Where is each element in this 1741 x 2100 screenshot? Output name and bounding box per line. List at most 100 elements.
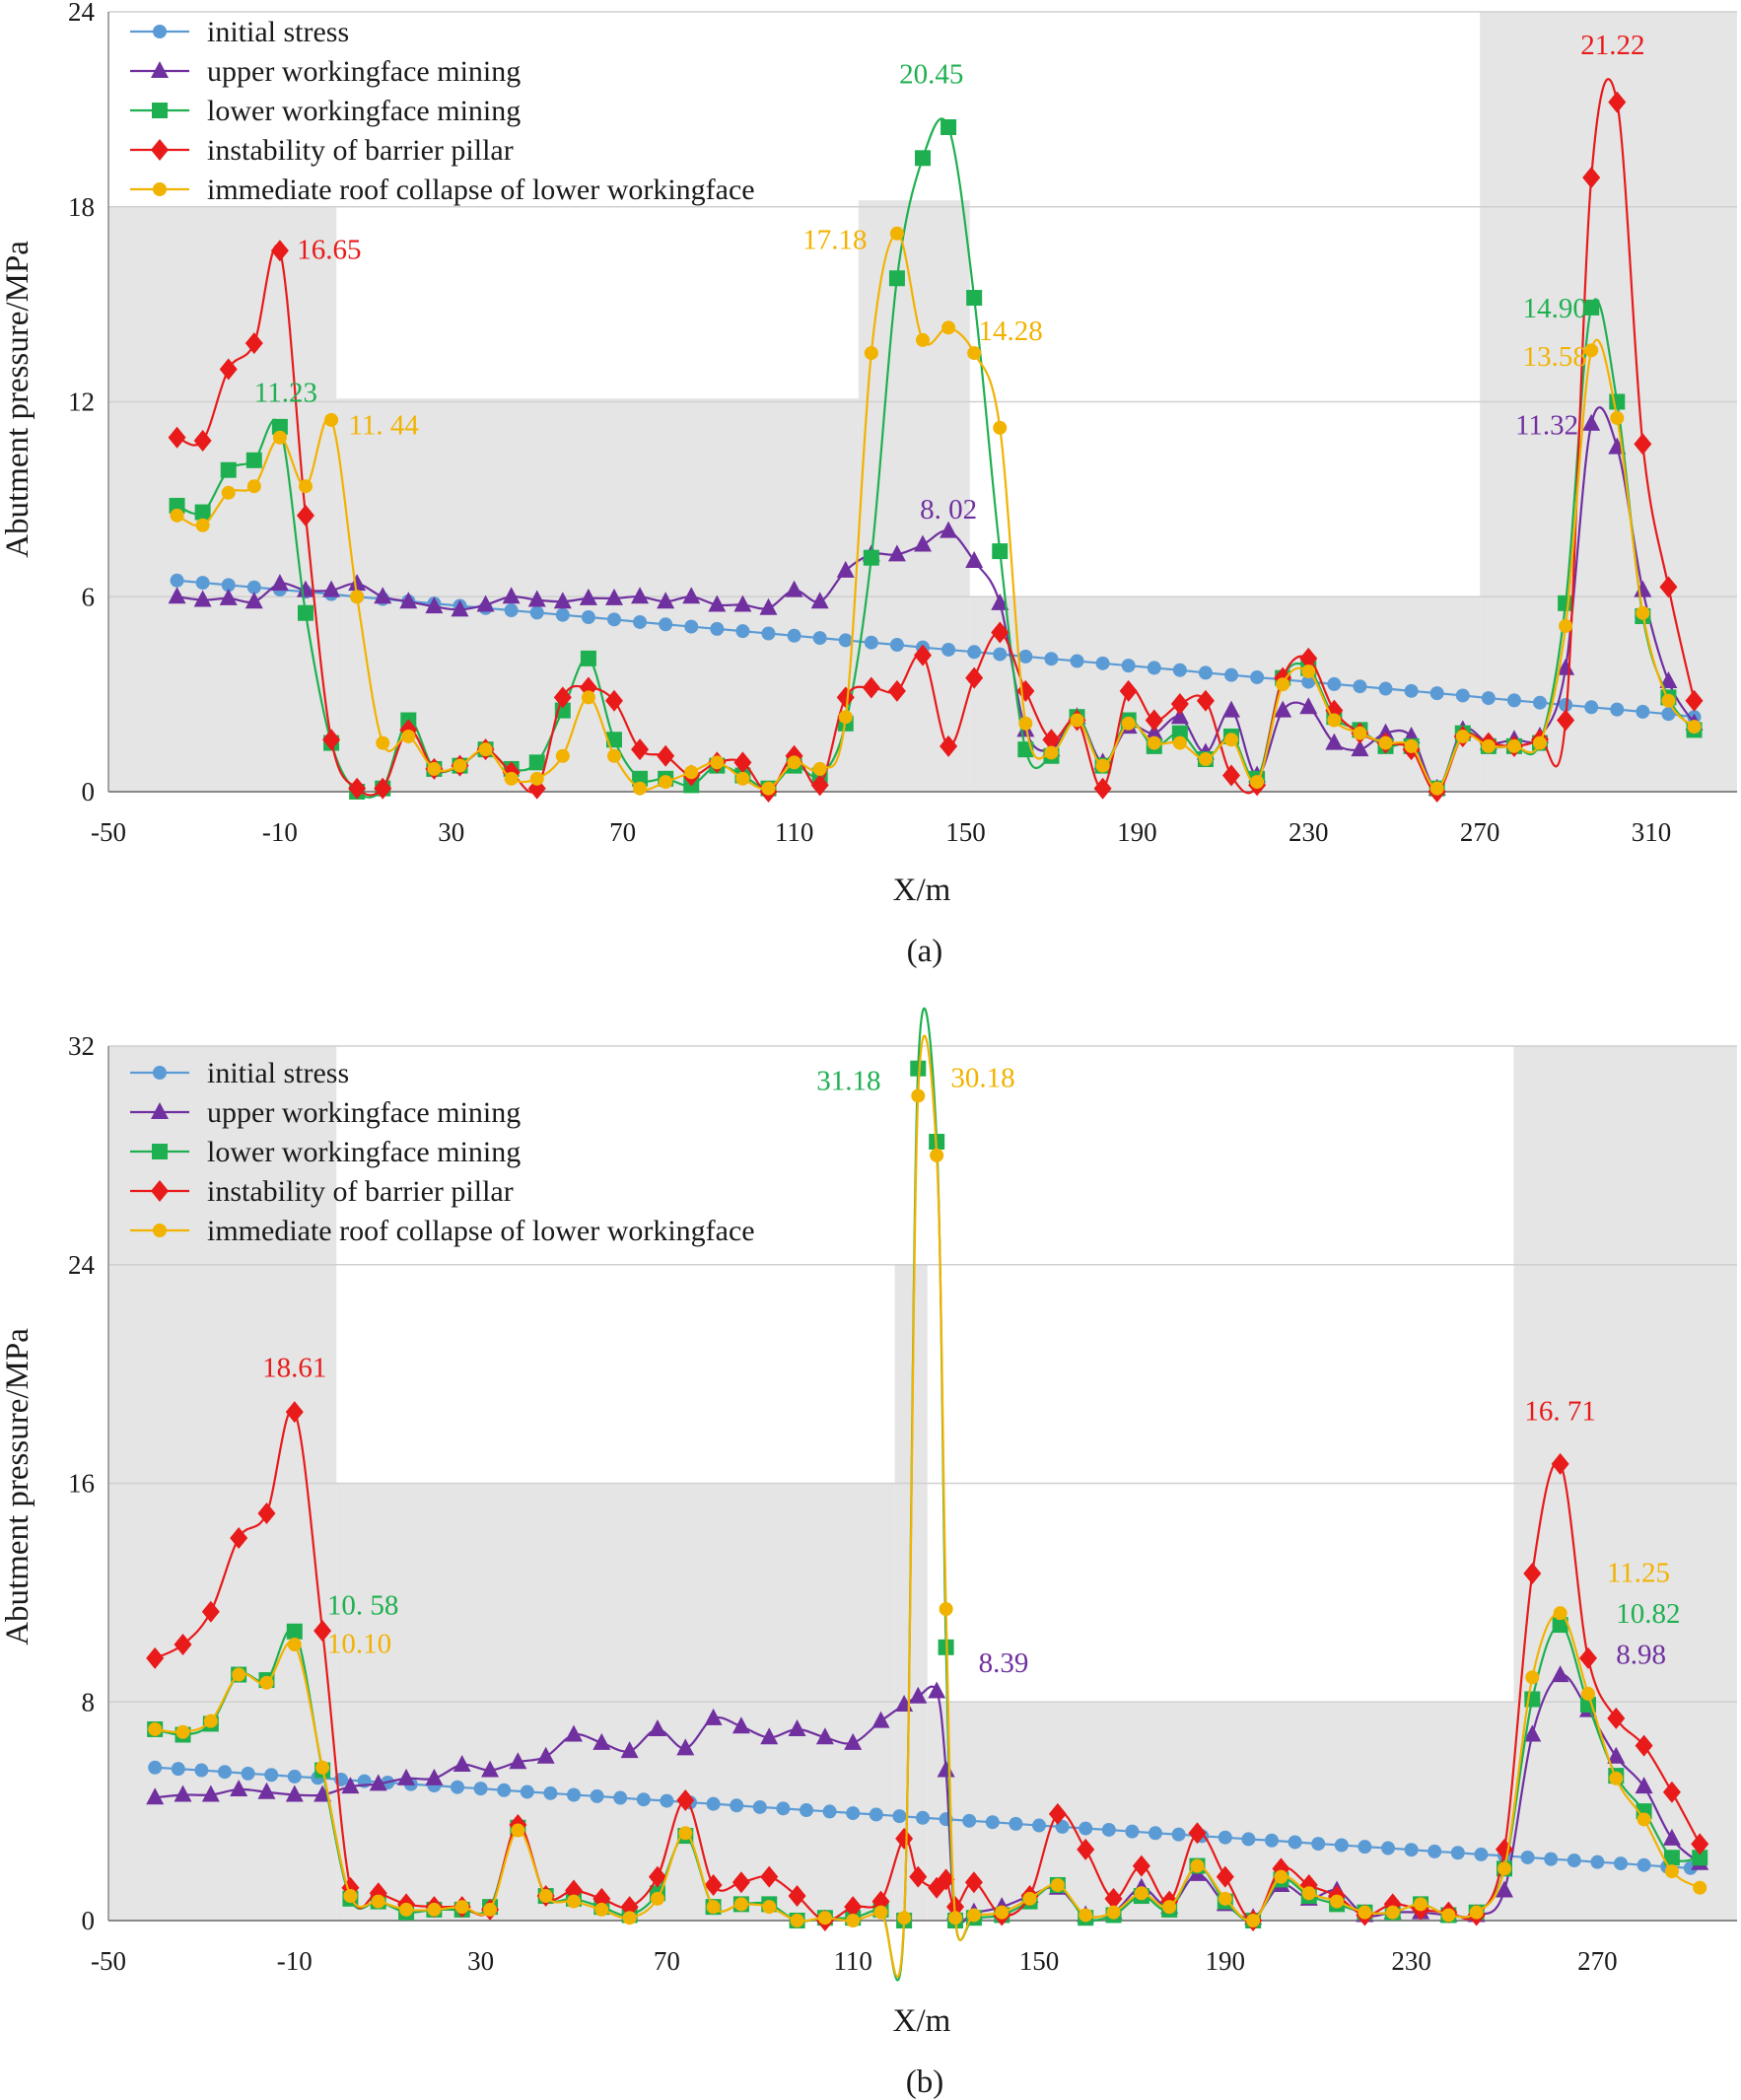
data-point <box>864 635 878 650</box>
data-point <box>1584 343 1599 358</box>
y-tick-label: 18 <box>68 192 95 222</box>
legend-item: upper workingface mining <box>130 55 521 88</box>
data-point <box>1044 652 1059 666</box>
data-point <box>1325 733 1344 750</box>
data-point <box>397 1768 416 1785</box>
data-point <box>682 587 701 604</box>
data-point <box>1196 689 1215 712</box>
legend-item: initial stress <box>130 1057 349 1089</box>
shaded-region <box>927 1702 1514 1921</box>
data-point <box>916 332 930 347</box>
data-point <box>520 1785 534 1799</box>
data-point <box>313 1620 332 1643</box>
data-point <box>733 751 752 774</box>
legend-label: immediate roof collapse of lower working… <box>207 1215 755 1247</box>
data-point <box>1018 716 1033 731</box>
data-label: 8.98 <box>1616 1639 1666 1670</box>
data-point <box>659 775 673 790</box>
axes <box>107 1046 1737 1922</box>
data-point <box>427 1902 442 1917</box>
x-tick-label: -10 <box>277 1946 313 1976</box>
gridlines <box>108 11 1737 597</box>
x-tick-label: 230 <box>1391 1946 1431 1976</box>
data-point <box>888 270 905 287</box>
data-point <box>241 1766 255 1781</box>
data-point <box>1523 1562 1542 1584</box>
data-point <box>937 1868 955 1891</box>
data-point <box>580 650 596 666</box>
data-point <box>1070 654 1084 668</box>
data-label: 10.10 <box>327 1628 391 1659</box>
data-point <box>1607 1707 1626 1729</box>
data-point <box>864 346 878 361</box>
data-point <box>1664 1864 1679 1879</box>
data-point <box>710 755 725 770</box>
data-point <box>1250 775 1265 790</box>
x-tick-label: 70 <box>654 1946 680 1976</box>
data-point <box>1299 697 1318 715</box>
y-tick-label: 8 <box>82 1687 96 1716</box>
data-point <box>1198 752 1213 767</box>
annotations: 16.65 11.23 11. 44 20.45 17.18 14.28 8. 02 21.2… <box>254 30 1645 525</box>
data-point <box>1404 1843 1419 1857</box>
data-point <box>836 686 855 709</box>
data-point <box>1557 658 1575 675</box>
data-point <box>1170 707 1189 725</box>
data-point <box>1145 723 1163 740</box>
data-point <box>1404 683 1419 698</box>
data-point <box>810 592 829 609</box>
data-point <box>1578 1646 1597 1669</box>
data-point <box>1637 1812 1651 1827</box>
data-point <box>941 320 956 335</box>
data-point <box>1429 781 1444 796</box>
data-point <box>1311 1837 1326 1852</box>
data-point <box>1171 1827 1186 1842</box>
data-point <box>369 1774 387 1791</box>
data-point <box>676 1789 695 1812</box>
data-point <box>509 1752 527 1770</box>
data-point <box>219 588 238 605</box>
data-point <box>322 580 341 597</box>
data-point <box>1299 647 1318 669</box>
data-point <box>731 1716 750 1734</box>
legend-swatch-marker <box>151 139 169 161</box>
legend-swatch-marker <box>153 25 167 38</box>
data-point <box>939 1602 953 1617</box>
data-point <box>1018 649 1033 664</box>
data-point <box>259 1675 274 1690</box>
data-point <box>733 595 752 612</box>
data-point <box>632 770 649 787</box>
data-point <box>483 1902 498 1917</box>
data-point <box>812 631 827 646</box>
data-point <box>892 1809 907 1824</box>
series-immediate-roof-collapse-of-lower-workingface <box>170 226 1702 796</box>
data-point <box>620 1741 639 1759</box>
data-point <box>1125 1824 1140 1839</box>
data-point <box>1077 1838 1095 1860</box>
data-point <box>733 1897 748 1912</box>
data-point <box>1661 707 1676 722</box>
data-point <box>1506 738 1521 753</box>
data-point <box>730 1798 744 1813</box>
data-point <box>1276 677 1290 692</box>
data-point <box>846 1914 861 1927</box>
data-point <box>1687 720 1702 735</box>
data-point <box>1288 1835 1302 1850</box>
data-point <box>800 1803 813 1818</box>
data-point <box>684 765 699 780</box>
legend-swatch-marker <box>151 61 169 78</box>
data-point <box>230 1779 248 1796</box>
data-point <box>1351 739 1369 757</box>
data-point <box>257 1782 276 1799</box>
data-point <box>1662 1781 1681 1803</box>
x-tick-label: 150 <box>945 817 986 847</box>
data-point <box>838 633 853 648</box>
data-point <box>889 638 904 653</box>
data-point <box>374 587 392 604</box>
data-point <box>1274 1869 1288 1884</box>
data-point <box>909 1865 928 1888</box>
legend-swatch-marker <box>152 103 168 118</box>
data-point <box>194 504 211 521</box>
data-point <box>1551 1665 1569 1683</box>
data-point <box>788 1718 806 1736</box>
